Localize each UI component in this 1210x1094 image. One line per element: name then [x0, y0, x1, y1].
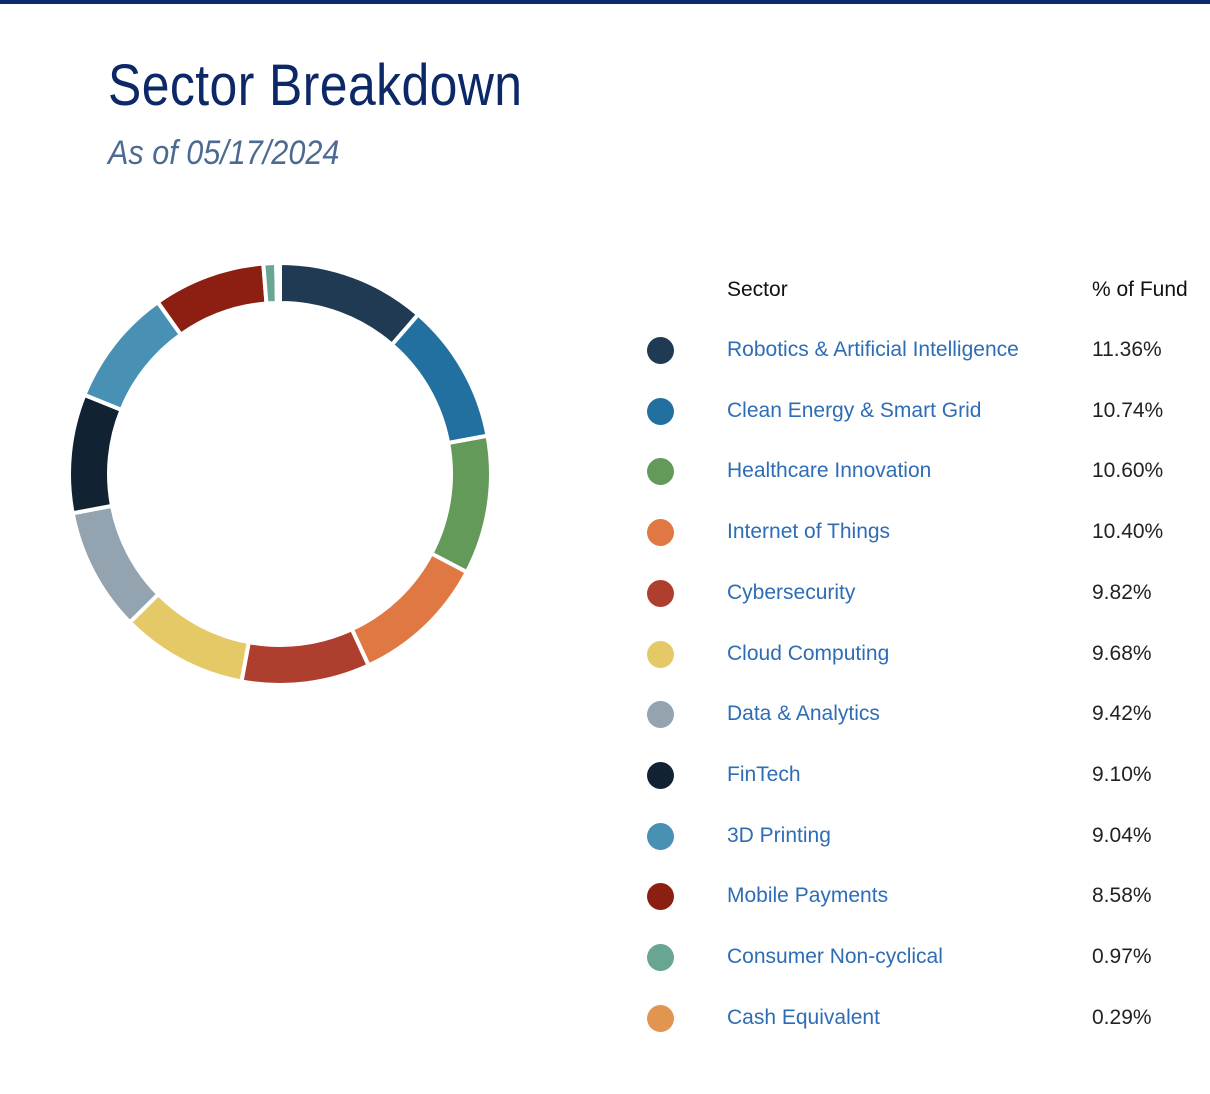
sector-link[interactable]: Data & Analytics: [727, 702, 880, 726]
sector-percent: 10.40%: [1092, 520, 1164, 544]
sector-percent: 9.82%: [1092, 580, 1152, 604]
sector-percent: 10.74%: [1092, 398, 1164, 422]
sector-link[interactable]: Mobile Payments: [727, 884, 889, 908]
legend-row: Robotics & Artificial Intelligence 11.36…: [0, 330, 1210, 370]
sector-column-header: Sector: [727, 278, 788, 301]
sector-percent: 0.29%: [1092, 1005, 1152, 1029]
legend-color-dot: [647, 579, 674, 607]
legend-color-dot: [647, 761, 674, 789]
sector-link[interactable]: 3D Printing: [727, 823, 831, 847]
legend-row: Clean Energy & Smart Grid 10.74%: [0, 391, 1210, 431]
legend-row: Consumer Non-cyclical 0.97%: [0, 937, 1210, 977]
sector-link[interactable]: Cloud Computing: [727, 641, 890, 665]
legend-color-dot: [647, 397, 674, 425]
legend-row: Cybersecurity 9.82%: [0, 573, 1210, 613]
legend-row: 3D Printing 9.04%: [0, 816, 1210, 856]
sector-percent: 9.10%: [1092, 762, 1152, 786]
sector-link[interactable]: Internet of Things: [727, 520, 891, 544]
legend-row: Cash Equivalent 0.29%: [0, 998, 1210, 1038]
legend-row: FinTech 9.10%: [0, 755, 1210, 795]
legend-row: Data & Analytics 9.42%: [0, 694, 1210, 734]
legend-row: Healthcare Innovation 10.60%: [0, 451, 1210, 491]
legend-color-dot: [647, 458, 674, 486]
top-accent-bar: [0, 0, 1210, 4]
sector-link[interactable]: Healthcare Innovation: [727, 459, 932, 483]
sector-link[interactable]: Robotics & Artificial Intelligence: [727, 338, 1019, 361]
sector-percent: 9.68%: [1092, 641, 1152, 665]
sector-percent: 8.58%: [1092, 884, 1152, 908]
legend-color-dot: [647, 337, 674, 364]
donut-slice-cash-equivalent[interactable]: [274, 260, 282, 306]
legend-color-dot: [647, 944, 674, 971]
sector-link[interactable]: Cash Equivalent: [727, 1005, 880, 1029]
donut-chart: [67, 260, 493, 687]
sector-percent: 10.60%: [1092, 459, 1164, 483]
legend-color-dot: [647, 701, 674, 729]
sector-percent: 9.42%: [1092, 702, 1152, 726]
legend-color-dot: [647, 883, 674, 911]
legend-color-dot: [647, 822, 674, 850]
sector-percent: 11.36%: [1092, 338, 1162, 361]
legend-row: Mobile Payments 8.58%: [0, 876, 1210, 916]
donut-slice-mobile-payments[interactable]: [154, 261, 269, 338]
legend-color-dot: [647, 640, 674, 668]
sector-percent: 9.04%: [1092, 823, 1152, 847]
sector-percent: 0.97%: [1092, 945, 1152, 968]
legend-color-dot: [647, 1004, 674, 1032]
sector-link[interactable]: Consumer Non-cyclical: [727, 945, 943, 968]
legend-row: Internet of Things 10.40%: [0, 512, 1210, 552]
as-of-date: As of 05/17/2024: [108, 134, 340, 172]
legend-row: Cloud Computing 9.68%: [0, 634, 1210, 674]
percent-column-header: % of Fund: [1092, 278, 1188, 301]
sector-link[interactable]: Cybersecurity: [727, 580, 856, 604]
sector-link[interactable]: FinTech: [727, 762, 801, 786]
legend-color-dot: [647, 519, 674, 547]
page-title: Sector Breakdown: [108, 53, 523, 118]
sector-link[interactable]: Clean Energy & Smart Grid: [727, 398, 982, 422]
